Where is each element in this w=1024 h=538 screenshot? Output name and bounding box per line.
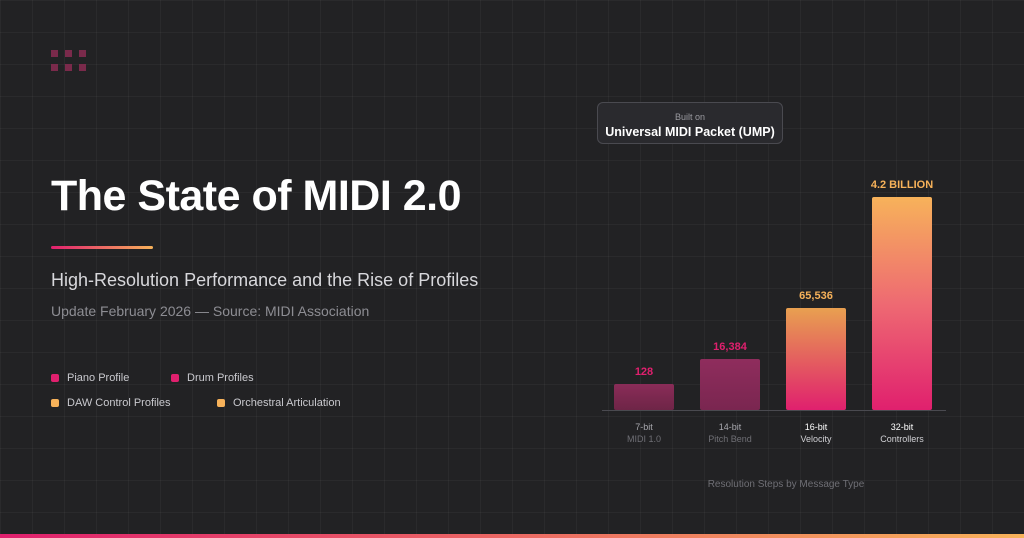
ump-badge-caption: Built on xyxy=(674,112,706,122)
category-sublabel: Pitch Bend xyxy=(708,434,752,444)
category-sublabel: MIDI 1.0 xyxy=(627,434,661,444)
legend-item-drum: Drum Profiles xyxy=(171,372,254,384)
legend-label: Piano Profile xyxy=(67,372,130,384)
bar-14-bit xyxy=(700,359,760,410)
bar-value-label: 4.2 BILLION xyxy=(871,179,933,191)
legend-swatch xyxy=(51,399,59,407)
legend-label: Drum Profiles xyxy=(187,372,254,384)
legend-swatch xyxy=(171,374,179,382)
legend-item-daw-control: DAW Control Profiles xyxy=(51,397,171,409)
resolution-bar-chart: 128 7-bit MIDI 1.0 16,384 14-bit Pitch Bend 65… xyxy=(602,179,946,490)
bar-value-label: 16,384 xyxy=(713,341,748,353)
legend-swatch xyxy=(51,374,59,382)
ump-badge-title: Universal MIDI Packet (UMP) xyxy=(605,125,775,139)
page-subtitle: High-Resolution Performance and the Rise… xyxy=(51,270,479,290)
bar-32-bit xyxy=(872,197,932,410)
bar-value-label: 128 xyxy=(635,366,653,378)
category-sublabel: Controllers xyxy=(880,434,924,444)
page-title: The State of MIDI 2.0 xyxy=(51,172,462,220)
legend-item-orchestral: Orchestral Articulation xyxy=(217,397,341,409)
footer-gradient-bar xyxy=(0,534,1024,538)
category-label: 16-bit xyxy=(805,422,828,432)
legend-label: Orchestral Articulation xyxy=(233,397,341,409)
bar-value-label: 65,536 xyxy=(799,290,833,302)
category-sublabel: Velocity xyxy=(800,434,832,444)
legend-swatch xyxy=(217,399,225,407)
profile-legend: Piano Profile Drum Profiles DAW Control … xyxy=(51,372,371,422)
brand-dots-logo xyxy=(51,50,87,72)
bar-7-bit xyxy=(614,384,674,410)
ump-badge: Built on Universal MIDI Packet (UMP) xyxy=(597,102,783,144)
category-label: 32-bit xyxy=(891,422,914,432)
legend-label: DAW Control Profiles xyxy=(67,397,171,409)
category-label: 7-bit xyxy=(635,422,653,432)
x-axis-label: Resolution Steps by Message Type xyxy=(708,479,865,490)
title-accent-line xyxy=(51,246,153,249)
bar-16-bit xyxy=(786,308,846,410)
update-source-line: Update February 2026 — Source: MIDI Asso… xyxy=(51,303,370,319)
legend-item-piano: Piano Profile xyxy=(51,372,129,384)
category-label: 14-bit xyxy=(719,422,742,432)
